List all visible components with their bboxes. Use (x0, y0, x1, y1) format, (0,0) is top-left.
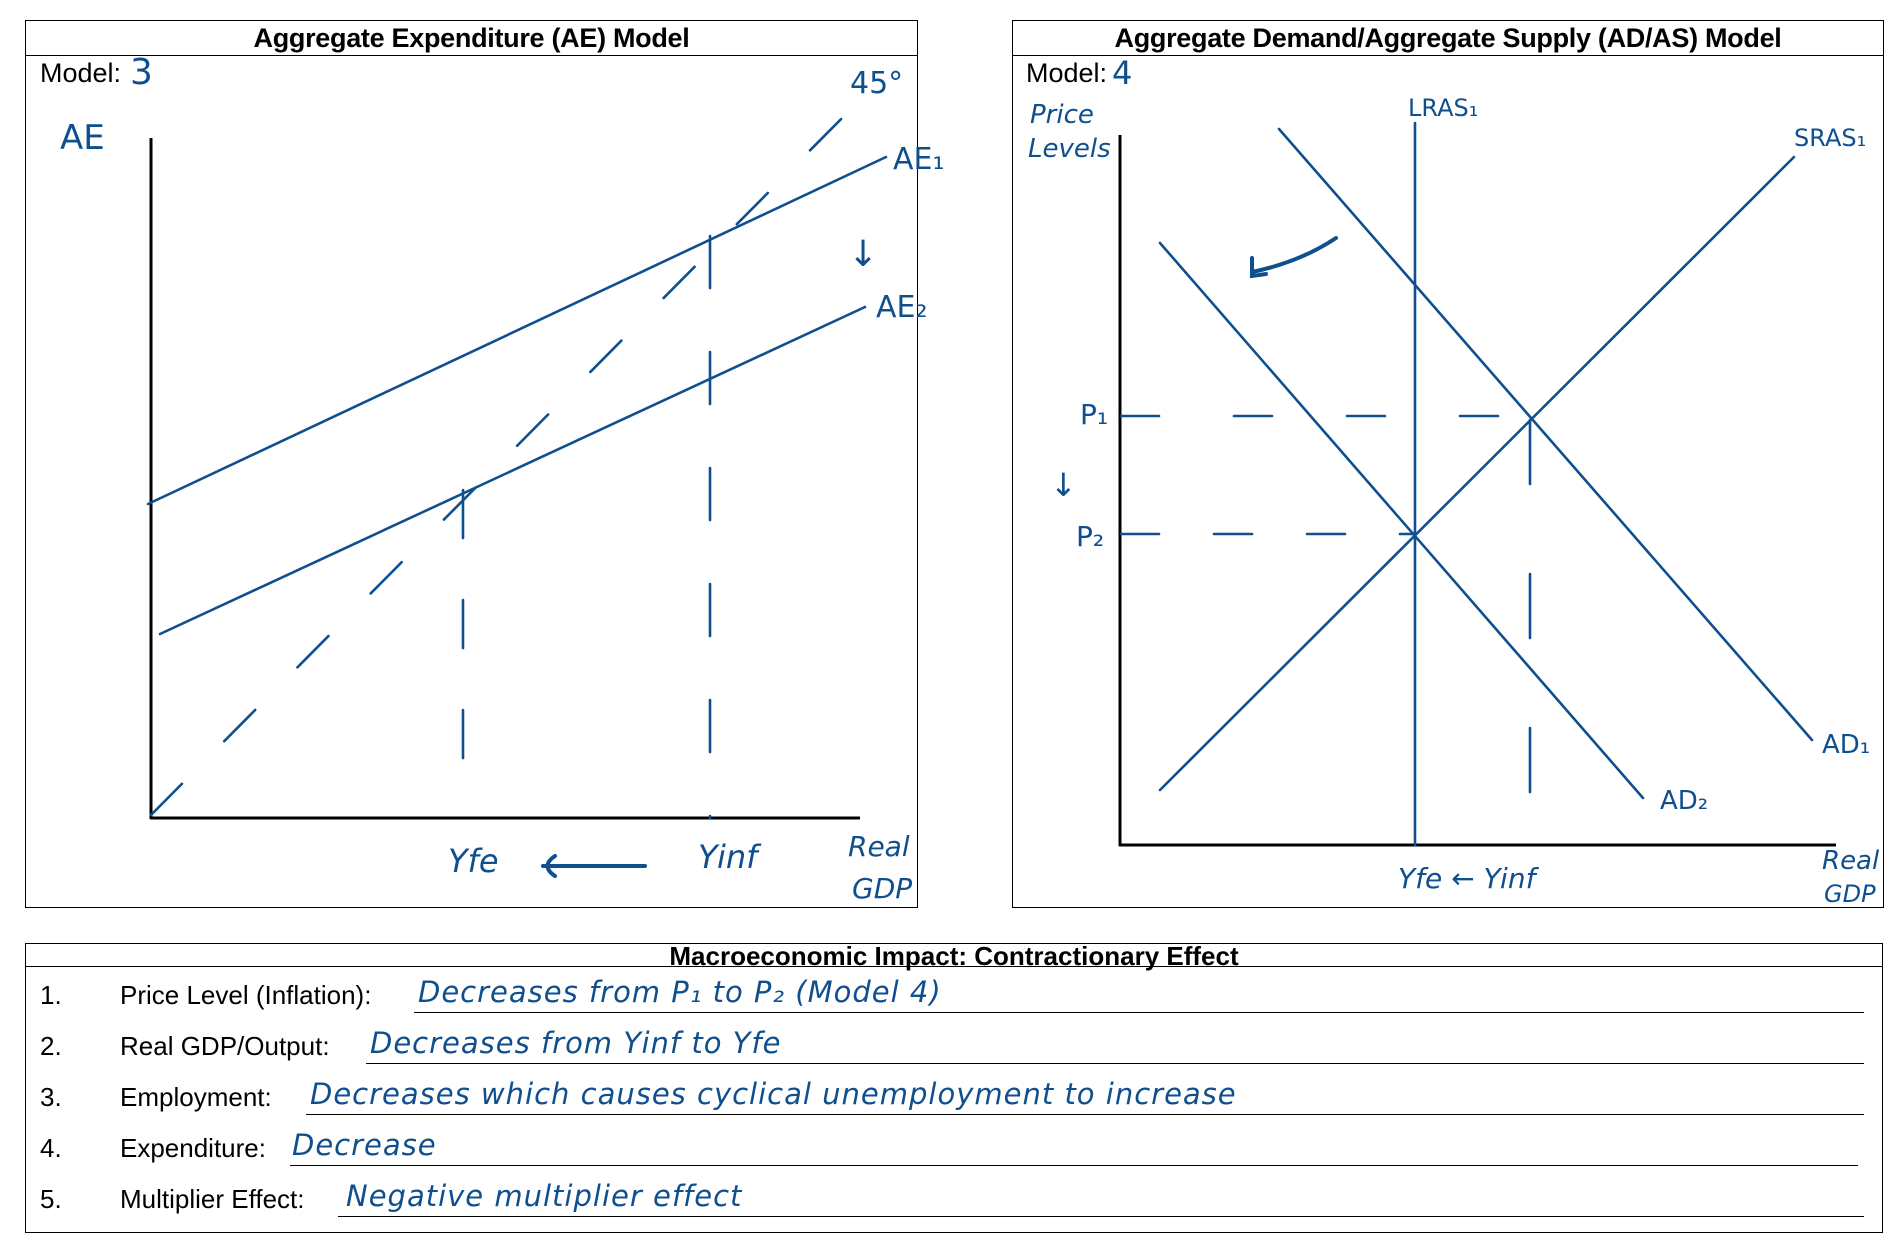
adas-panel-title: Aggregate Demand/Aggregate Supply (AD/AS… (1013, 21, 1883, 56)
ae-x-axis-label-1: Real (848, 830, 910, 863)
ad1-label: AD₁ (1822, 730, 1871, 760)
answer-text[interactable]: Decrease (292, 1128, 437, 1162)
ae-shift-down-arrow: ↓ (848, 234, 879, 275)
impact-row-real-gdp: 2. Real GDP/Output: Decreases from Yinf … (26, 1015, 1882, 1066)
ad1-line (1277, 127, 1814, 742)
row-label: Expenditure: (120, 1133, 266, 1163)
answer-text[interactable]: Decreases which causes cyclical unemploy… (310, 1077, 1237, 1111)
row-number: 5. (40, 1184, 62, 1214)
ae-model-value: 3 (130, 52, 153, 93)
impact-row-price-level: 1. Price Level (Inflation): Decreases fr… (26, 964, 1882, 1015)
row-label: Multiplier Effect: (120, 1184, 305, 1214)
answer-text[interactable]: Decreases from Yinf to Yfe (370, 1026, 782, 1060)
ae-yfe-arrow-head (545, 854, 557, 878)
ae-panel-title: Aggregate Expenditure (AE) Model (26, 21, 917, 56)
impact-table: Macroeconomic Impact: Contractionary Eff… (25, 943, 1883, 1233)
impact-row-multiplier: 5. Multiplier Effect: Negative multiplie… (26, 1168, 1882, 1219)
row-label: Employment: (120, 1082, 272, 1112)
ae1-label: AE₁ (893, 142, 945, 177)
answer-underline (338, 1216, 1864, 1217)
row-number: 4. (40, 1133, 62, 1163)
sras-line (1158, 155, 1796, 792)
ae-model-panel: Aggregate Expenditure (AE) Model (25, 20, 918, 908)
answer-underline (414, 1012, 1864, 1013)
answer-text[interactable]: Decreases from P₁ to P₂ (Model 4) (418, 975, 942, 1009)
ae2-line (158, 305, 867, 636)
row-number: 1. (40, 980, 62, 1010)
ae-tick-yfe-label: Yfe (448, 842, 499, 880)
adas-x-ticks-label: Yfe ← Yinf (1398, 862, 1536, 895)
ae-45-degree-line (149, 102, 858, 817)
adas-y-axis-label-1: Price (1030, 100, 1094, 130)
impact-row-employment: 3. Employment: Decreases which causes cy… (26, 1066, 1882, 1117)
ae-model-label: Model: (40, 58, 122, 88)
row-label: Real GDP/Output: (120, 1031, 330, 1061)
p2-label: P₂ (1076, 520, 1105, 553)
adas-model-label: Model: (1026, 58, 1108, 88)
answer-text[interactable]: Negative multiplier effect (346, 1179, 743, 1213)
answer-underline (306, 1114, 1864, 1115)
ad-shift-arrow-line (1250, 236, 1338, 274)
row-label: Price Level (Inflation): (120, 980, 372, 1010)
ad-shift-arrow-head (1250, 256, 1268, 279)
ad2-label: AD₂ (1660, 786, 1709, 816)
impact-row-expenditure: 4. Expenditure: Decrease (26, 1117, 1882, 1168)
ae2-label: AE₂ (876, 290, 928, 325)
impact-table-title: Macroeconomic Impact: Contractionary Eff… (26, 943, 1882, 969)
row-number: 3. (40, 1082, 62, 1112)
ae-y-axis-label: AE (60, 118, 105, 158)
answer-underline (290, 1165, 1858, 1166)
adas-x-axis-label-1: Real (1822, 846, 1880, 876)
ae1-line (146, 155, 888, 506)
row-number: 2. (40, 1031, 62, 1061)
lras-label: LRAS₁ (1408, 94, 1479, 122)
price-down-arrow: ↓ (1050, 466, 1077, 504)
adas-y-axis-label-2: Levels (1028, 134, 1111, 164)
ae-45-label: 45° (850, 66, 904, 101)
p1-label: P₁ (1080, 398, 1109, 431)
ae-x-axis-label-2: GDP (852, 872, 913, 905)
ae-tick-yinf-label: Yinf (698, 838, 758, 876)
adas-model-panel: Aggregate Demand/Aggregate Supply (AD/AS… (1012, 20, 1884, 908)
ad2-line (1158, 241, 1645, 800)
adas-x-axis-label-2: GDP (1824, 880, 1876, 908)
sras-label: SRAS₁ (1794, 124, 1867, 152)
adas-model-value: 4 (1112, 54, 1133, 92)
answer-underline (366, 1063, 1864, 1064)
